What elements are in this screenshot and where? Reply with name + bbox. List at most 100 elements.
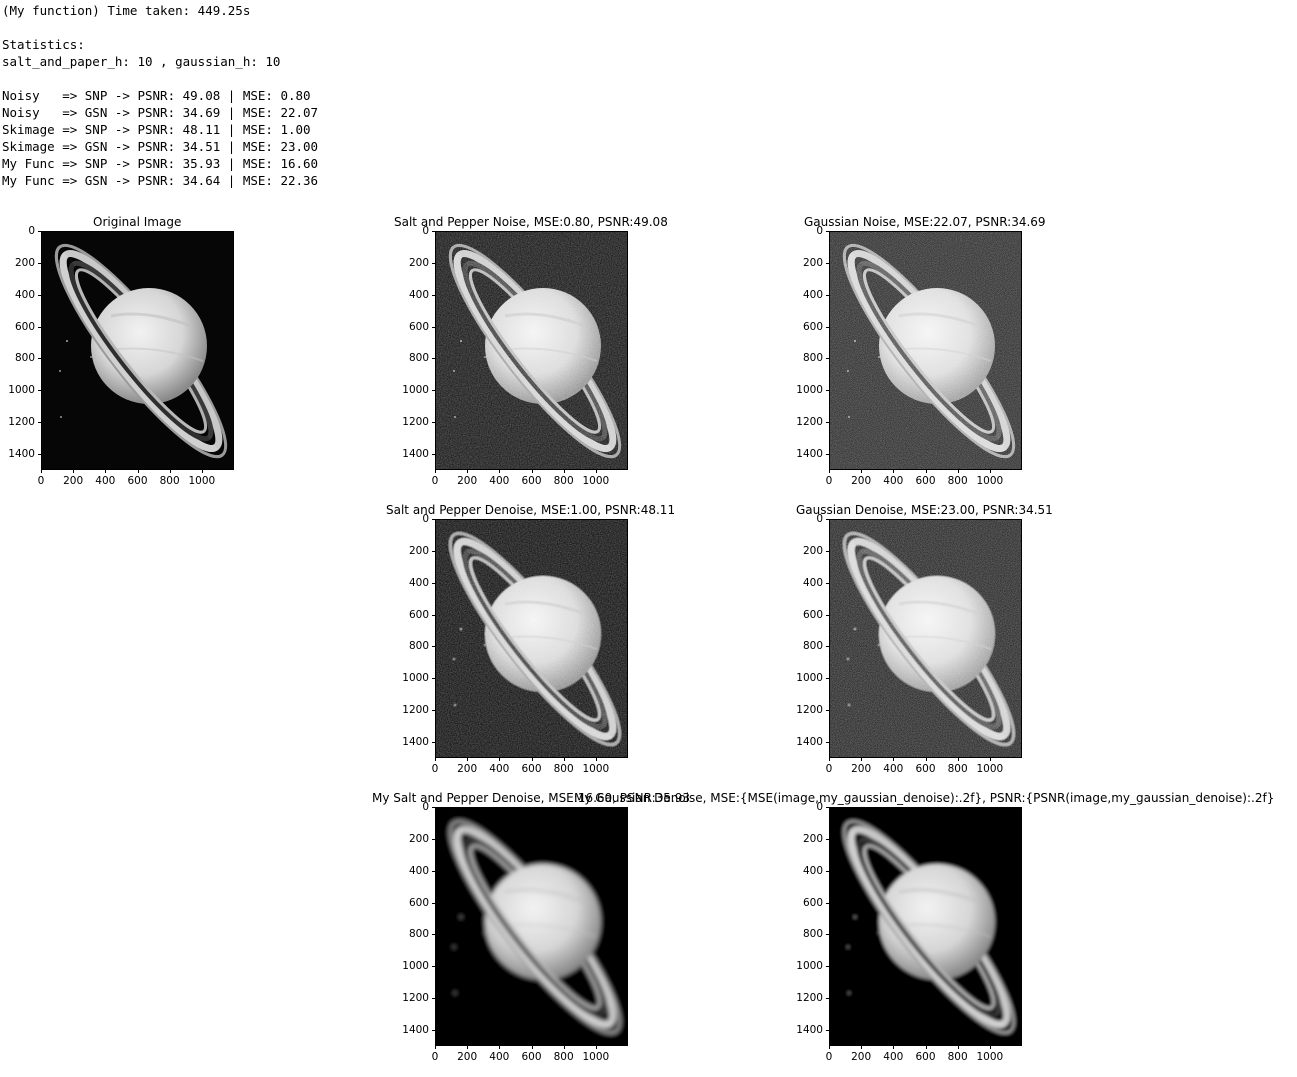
saturn-planet-graphic [829,231,1022,470]
x-tick-label: 600 [915,1051,936,1063]
console-line: salt_and_paper_h: 10 , gaussian_h: 10 [2,54,281,69]
x-tick-label: 200 [457,763,478,775]
saturn-planet-graphic [435,807,628,1046]
panel-title: Salt and Pepper Noise, MSE:0.80, PSNR:49… [394,215,668,229]
y-tick-label: 1200 [796,992,823,1005]
console-line: Skimage => SNP -> PSNR: 48.11 | MSE: 1.0… [2,122,311,137]
console-line: My Func => GSN -> PSNR: 34.64 | MSE: 22.… [2,173,319,188]
panel-title: Gaussian Noise, MSE:22.07, PSNR:34.69 [804,215,1046,229]
y-tick-mark [38,262,41,264]
y-tick-mark [826,294,829,296]
y-tick-label: 1400 [402,448,429,461]
x-tick-mark [73,470,75,473]
y-tick-label: 200 [14,256,35,269]
y-tick-label: 600 [802,320,823,333]
saturn-image [829,231,1022,470]
x-tick-label: 200 [63,475,84,487]
x-tick-label: 400 [489,475,510,487]
y-tick-label: 1200 [8,416,35,429]
x-tick-mark [41,470,42,473]
y-tick-mark [826,807,829,808]
x-tick-mark [563,470,565,473]
y-tick-mark [826,934,829,936]
y-tick-label: 1000 [402,384,429,397]
console-line [2,19,318,36]
x-tick-label: 800 [159,475,180,487]
x-tick-label: 400 [489,763,510,775]
x-tick-label: 1000 [976,763,1004,775]
y-tick-mark [826,902,829,904]
y-tick-mark [826,742,829,744]
y-tick-mark [432,582,435,584]
x-tick-label: 400 [883,475,904,487]
panel-title: My Salt and Pepper Denoise, MSE:16.60, P… [372,791,690,805]
y-tick-label: 1000 [402,960,429,973]
y-tick-label: 400 [408,576,429,589]
x-tick-mark [563,758,565,761]
y-tick-label: 0 [816,513,823,525]
y-tick-label: 400 [802,288,823,301]
x-tick-label: 800 [947,475,968,487]
y-tick-label: 0 [28,225,35,237]
x-tick-label: 0 [431,763,439,775]
saturn-image [829,519,1022,758]
x-tick-label: 0 [37,475,45,487]
x-tick-mark [925,470,927,473]
x-tick-mark [435,758,436,761]
y-tick-label: 1200 [402,992,429,1005]
y-tick-mark [432,838,435,840]
x-tick-mark [105,470,107,473]
x-tick-mark [531,470,533,473]
y-tick-label: 1200 [402,416,429,429]
y-tick-mark [826,262,829,264]
saturn-image [435,231,628,470]
y-tick-label: 1400 [402,736,429,749]
x-tick-mark [595,1046,597,1049]
x-tick-mark [893,470,895,473]
x-tick-label: 1000 [582,1051,610,1063]
console-output: (My function) Time taken: 449.25s Statis… [2,2,318,189]
y-tick-mark [826,326,829,328]
x-tick-label: 400 [95,475,116,487]
y-tick-mark [826,358,829,360]
y-tick-label: 1200 [796,704,823,717]
x-tick-mark [467,1046,469,1049]
y-tick-label: 800 [802,352,823,365]
x-tick-mark [861,1046,863,1049]
y-tick-label: 1200 [796,416,823,429]
y-tick-label: 600 [408,896,429,909]
y-tick-label: 1400 [796,448,823,461]
x-tick-label: 200 [851,763,872,775]
x-tick-mark [989,758,991,761]
y-tick-mark [38,326,41,328]
y-tick-mark [826,454,829,456]
y-tick-mark [826,646,829,648]
y-tick-label: 400 [408,288,429,301]
console-line: Skimage => GSN -> PSNR: 34.51 | MSE: 23.… [2,139,319,154]
y-tick-label: 600 [802,896,823,909]
x-tick-mark [169,470,171,473]
y-tick-mark [432,390,435,392]
x-tick-label: 0 [825,763,833,775]
x-tick-label: 0 [431,475,439,487]
panel-title: Gaussian Denoise, MSE:23.00, PSNR:34.51 [796,503,1053,517]
y-tick-label: 200 [408,832,429,845]
y-tick-mark [826,422,829,424]
x-tick-label: 600 [127,475,148,487]
y-tick-mark [432,454,435,456]
y-tick-label: 1400 [796,736,823,749]
y-tick-label: 400 [802,864,823,877]
y-tick-mark [432,614,435,616]
y-tick-mark [432,870,435,872]
x-tick-label: 1000 [582,763,610,775]
x-tick-mark [467,470,469,473]
y-tick-mark [826,710,829,712]
y-tick-mark [826,966,829,968]
x-tick-label: 200 [457,475,478,487]
x-tick-label: 1000 [582,475,610,487]
saturn-image [829,807,1022,1046]
x-tick-mark [957,758,959,761]
y-tick-label: 800 [802,928,823,941]
x-tick-label: 0 [431,1051,439,1063]
y-tick-mark [432,326,435,328]
